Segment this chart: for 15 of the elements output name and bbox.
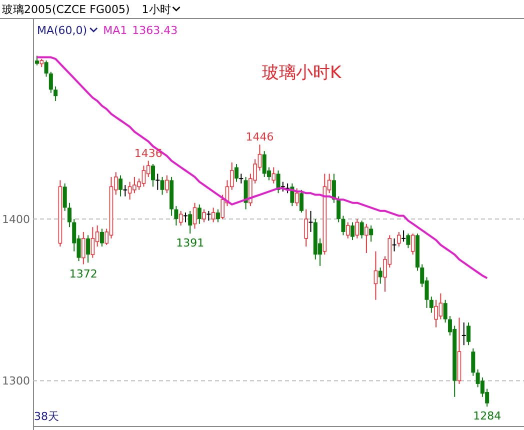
text: MA1	[103, 24, 128, 37]
annotation: 1284	[473, 410, 502, 423]
annotation: MA(60,0)	[37, 24, 88, 37]
annotation: 1436	[134, 146, 162, 160]
y-tick-label: 1300	[2, 374, 30, 388]
annotation: 1372	[69, 267, 98, 280]
annotation: 1391	[176, 236, 204, 250]
chart-title: 玻璃2005(CZCE FG005)	[2, 3, 130, 16]
annotation: 1363.43	[132, 24, 178, 37]
annotation: 38天	[34, 410, 59, 423]
y-tick-label: 1400	[2, 213, 30, 226]
chart-subtitle: 1小时	[142, 3, 171, 16]
annotation: 玻璃小时K	[262, 63, 342, 83]
line-series	[36, 56, 488, 280]
annotation: 1446	[246, 130, 274, 144]
